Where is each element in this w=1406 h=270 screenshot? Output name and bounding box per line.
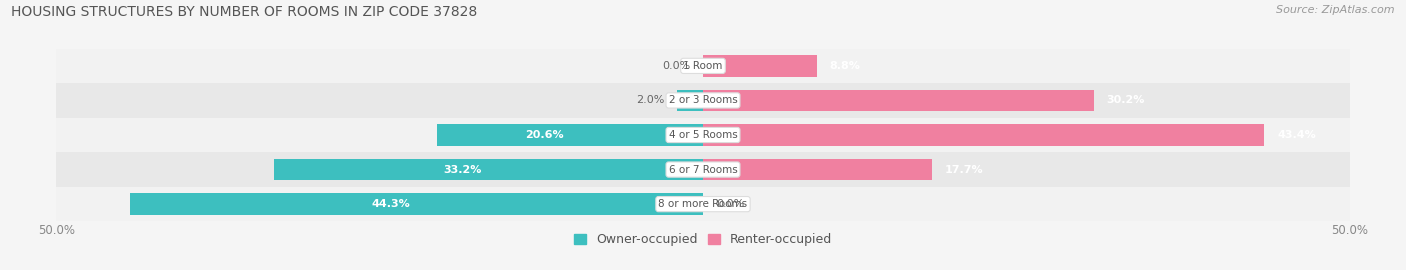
- Bar: [56, 83, 1350, 118]
- Bar: [703, 90, 1094, 111]
- Text: 0.0%: 0.0%: [716, 199, 744, 209]
- Bar: [436, 124, 703, 146]
- Bar: [56, 187, 1350, 221]
- Bar: [678, 90, 703, 111]
- Bar: [703, 159, 932, 180]
- Bar: [129, 193, 703, 215]
- Text: 30.2%: 30.2%: [1107, 95, 1144, 106]
- Text: 33.2%: 33.2%: [443, 164, 482, 175]
- Bar: [56, 118, 1350, 152]
- Legend: Owner-occupied, Renter-occupied: Owner-occupied, Renter-occupied: [574, 233, 832, 246]
- Bar: [56, 152, 1350, 187]
- Text: 20.6%: 20.6%: [524, 130, 564, 140]
- Text: Source: ZipAtlas.com: Source: ZipAtlas.com: [1277, 5, 1395, 15]
- Bar: [703, 55, 817, 77]
- Text: 17.7%: 17.7%: [945, 164, 984, 175]
- Text: 8 or more Rooms: 8 or more Rooms: [658, 199, 748, 209]
- Text: 2.0%: 2.0%: [636, 95, 664, 106]
- Text: 2 or 3 Rooms: 2 or 3 Rooms: [669, 95, 737, 106]
- Text: 4 or 5 Rooms: 4 or 5 Rooms: [669, 130, 737, 140]
- Text: HOUSING STRUCTURES BY NUMBER OF ROOMS IN ZIP CODE 37828: HOUSING STRUCTURES BY NUMBER OF ROOMS IN…: [11, 5, 478, 19]
- Bar: [703, 124, 1264, 146]
- Text: 8.8%: 8.8%: [830, 61, 860, 71]
- Text: 43.4%: 43.4%: [1277, 130, 1316, 140]
- Text: 6 or 7 Rooms: 6 or 7 Rooms: [669, 164, 737, 175]
- Bar: [56, 49, 1350, 83]
- Text: 0.0%: 0.0%: [662, 61, 690, 71]
- Text: 1 Room: 1 Room: [683, 61, 723, 71]
- Text: 44.3%: 44.3%: [371, 199, 411, 209]
- Bar: [274, 159, 703, 180]
